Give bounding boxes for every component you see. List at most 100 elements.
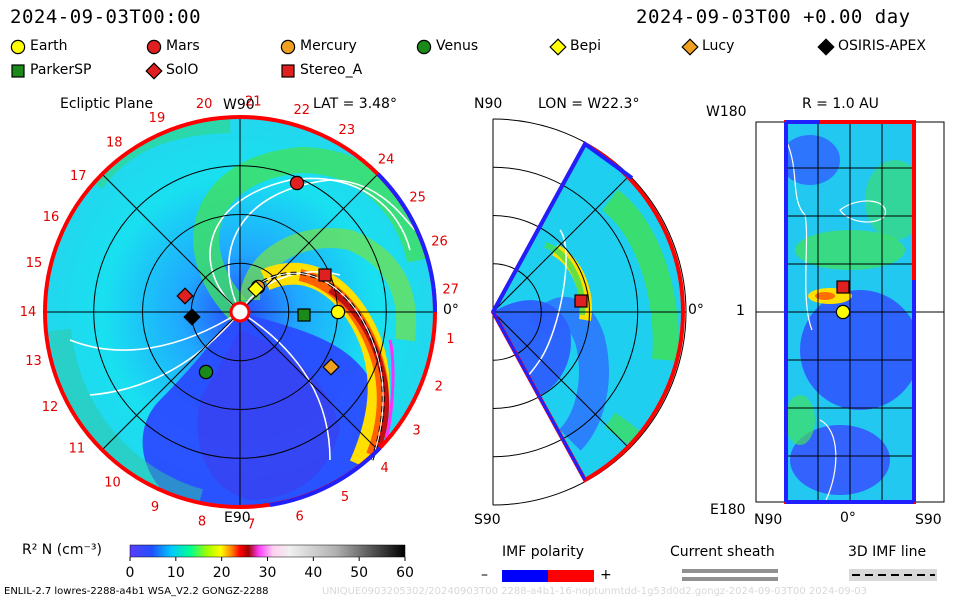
colorbar-ticks: 0 10 20 30 40 50 60 <box>126 557 414 581</box>
legend-label-mercury: Mercury <box>300 38 357 54</box>
carrington-tick-1: 1 <box>446 332 454 347</box>
carrington-tick-19: 19 <box>149 111 166 126</box>
meridional-bottom-label: S90 <box>474 512 501 528</box>
radial-xtick-n90: N90 <box>754 512 783 528</box>
radial-bottom-left: E180 <box>710 502 746 518</box>
legend-label-osiris-apex: OSIRIS-APEX <box>838 38 926 54</box>
legend-label-lucy: Lucy <box>702 38 735 54</box>
radial-top-left: W180 <box>706 104 747 120</box>
meridional-panel <box>490 118 687 506</box>
imf-polarity-minus: – <box>481 567 488 583</box>
marker-stereo-a-2 <box>318 268 332 282</box>
marker-earth-12 <box>835 304 851 320</box>
legend-label-solo: SolO <box>166 62 199 78</box>
carrington-tick-21: 21 <box>245 94 262 109</box>
carrington-tick-22: 22 <box>293 103 310 118</box>
legend-marker-lucy <box>681 38 699 56</box>
carrington-tick-23: 23 <box>339 123 356 138</box>
marker-earth-3 <box>330 304 346 320</box>
legend-label-parkersp: ParkerSP <box>30 62 92 78</box>
sun-marker <box>229 301 251 323</box>
marker-lucy-8 <box>322 358 340 376</box>
radial-title: R = 1.0 AU <box>802 96 879 112</box>
colorbar-tick-20: 20 <box>213 565 231 581</box>
marker-osiris-apex-6 <box>183 308 201 326</box>
carrington-tick-5: 5 <box>341 490 349 505</box>
carrington-tick-2: 2 <box>435 380 443 395</box>
body-markers <box>176 175 851 380</box>
colorbar-tick-60: 60 <box>396 565 414 581</box>
carrington-tick-14: 14 <box>20 305 37 320</box>
carrington-tick-7: 7 <box>247 518 255 533</box>
legend-label-venus: Venus <box>436 38 479 54</box>
legend-marker-solo <box>145 62 163 80</box>
carrington-tick-20: 20 <box>196 97 213 112</box>
colorbar-label: R² N (cm⁻³) <box>22 542 102 558</box>
carrington-tick-3: 3 <box>412 424 420 439</box>
colorbar <box>129 544 406 558</box>
legend-marker-mercury <box>280 39 296 55</box>
imf-polarity-title: IMF polarity <box>502 544 585 560</box>
colorbar-tick-10: 10 <box>167 565 185 581</box>
ecliptic-bottom-label: E90 <box>224 510 251 526</box>
carrington-tick-10: 10 <box>104 475 121 490</box>
legend-label-stereo-a: Stereo_A <box>300 62 363 78</box>
carrington-tick-13: 13 <box>25 354 42 369</box>
ecliptic-rim-negative-b <box>269 446 382 507</box>
legend-label-mars: Mars <box>166 38 200 54</box>
meridional-top-label: N90 <box>474 96 503 112</box>
ecliptic-top-label: W90 <box>223 97 255 113</box>
carrington-tick-16: 16 <box>43 210 60 225</box>
colorbar-tick-30: 30 <box>259 565 277 581</box>
time-left: 2024-09-03T00:00 <box>10 6 202 28</box>
radial-mid-left: 1 <box>736 303 745 319</box>
legend-marker-venus <box>416 39 432 55</box>
current-sheath-title: Current sheath <box>670 544 775 560</box>
carrington-tick-12: 12 <box>42 400 59 415</box>
marker-stereo-a-10 <box>574 294 588 308</box>
imf-polarity-plus: + <box>600 567 612 583</box>
carrington-tick-4: 4 <box>380 461 388 476</box>
watermark-footer: UNIQUE0903205302/20240903T00 2288-a4b1-1… <box>322 586 868 597</box>
radial-panel <box>755 120 945 504</box>
radial-xtick-s90: S90 <box>915 512 942 528</box>
legend-marker-mars <box>146 39 162 55</box>
colorbar-tick-50: 50 <box>350 565 368 581</box>
legend-label-bepi: Bepi <box>570 38 601 54</box>
marker-stereo-a-11 <box>836 280 850 294</box>
legend-marker-stereo-a <box>281 64 295 78</box>
marker-venus-7 <box>198 364 214 380</box>
carrington-tick-15: 15 <box>26 256 43 271</box>
imf-line-title: 3D IMF line <box>848 544 927 560</box>
ecliptic-title: Ecliptic Plane <box>60 96 154 112</box>
cme-sheath-line-inner <box>261 272 384 461</box>
marker-parkersp-4 <box>297 308 311 322</box>
marker-bepi-9 <box>247 280 265 298</box>
carrington-tick-6: 6 <box>296 509 304 524</box>
imf-polarity-negative <box>502 570 548 582</box>
carrington-tick-11: 11 <box>69 441 86 456</box>
time-right: 2024-09-03T00 +0.00 day <box>636 6 911 28</box>
carrington-tick-8: 8 <box>198 515 206 530</box>
colorbar-tick-0: 0 <box>126 565 135 581</box>
carrington-tick-17: 17 <box>70 169 87 184</box>
carrington-tick-18: 18 <box>106 135 123 150</box>
radial-xtick-0: 0° <box>840 510 856 526</box>
legend-marker-osiris-apex <box>817 38 835 56</box>
carrington-tick-27: 27 <box>442 282 459 297</box>
legend-marker-earth <box>10 39 26 55</box>
ecliptic-rim-negative-a <box>376 172 438 313</box>
carrington-tick-9: 9 <box>151 500 159 515</box>
carrington-tick-26: 26 <box>431 234 448 249</box>
legend-marker-parkersp <box>11 64 25 78</box>
marker-mars-0 <box>289 175 305 191</box>
legend-label-earth: Earth <box>30 38 68 54</box>
ecliptic-lat: LAT = 3.48° <box>313 96 397 112</box>
carrington-tick-25: 25 <box>409 190 426 205</box>
current-sheath-line-b <box>682 577 778 581</box>
current-sheath-line-a <box>682 569 778 573</box>
colorbar-tick-40: 40 <box>304 565 322 581</box>
